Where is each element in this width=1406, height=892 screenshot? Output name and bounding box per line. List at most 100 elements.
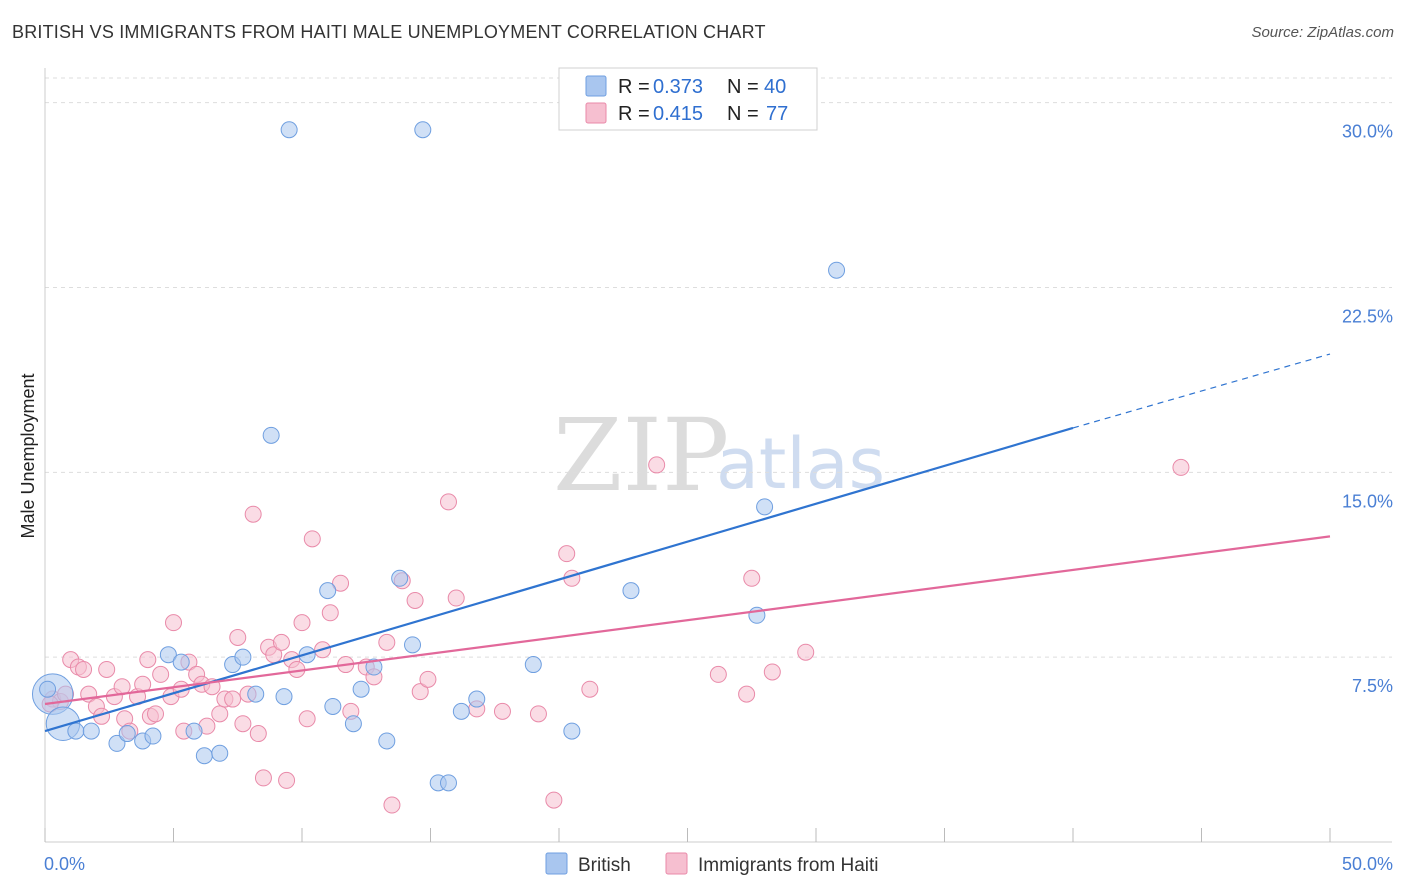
y-tick-label: 30.0% xyxy=(1342,122,1393,142)
haiti-point xyxy=(797,643,815,661)
trend-lines xyxy=(44,353,1331,733)
haiti-point xyxy=(763,663,781,681)
british-point xyxy=(234,648,252,666)
haiti-point xyxy=(648,456,666,474)
bottom-legend-british: British xyxy=(578,855,631,876)
haiti-point xyxy=(75,660,93,678)
british-point xyxy=(324,697,342,715)
watermark-zip: ZIP xyxy=(553,397,729,514)
british-point xyxy=(563,722,581,740)
british-point xyxy=(391,569,409,587)
british-point xyxy=(195,747,213,765)
british-point xyxy=(159,646,177,664)
british-point xyxy=(185,722,203,740)
haiti-trend-line xyxy=(44,535,1331,706)
y-axis-label: Male Unemployment xyxy=(18,373,38,538)
bottom-legend-swatch-haiti xyxy=(665,852,688,875)
british-point xyxy=(319,582,337,600)
haiti-point xyxy=(244,505,262,523)
haiti-point xyxy=(165,614,182,632)
y-tick-label: 22.5% xyxy=(1342,306,1393,326)
british-point xyxy=(172,653,190,671)
british-point xyxy=(378,732,396,750)
british-point xyxy=(67,722,85,740)
series-legend: British Immigrants from Haiti xyxy=(545,852,879,876)
legend-swatch-haiti xyxy=(585,102,607,124)
source-label: Source: ZipAtlas.com xyxy=(1251,24,1394,41)
haiti-point xyxy=(419,670,437,688)
haiti-point xyxy=(581,680,599,698)
legend-n-label-british: N = xyxy=(727,76,759,98)
haiti-point xyxy=(249,725,267,743)
x-tick-label-min: 0.0% xyxy=(44,854,85,874)
haiti-point xyxy=(272,633,290,651)
y-tick-labels: 7.5% 15.0% 22.5% 30.0% xyxy=(1342,122,1393,697)
haiti-point xyxy=(147,705,165,723)
legend-r-label-haiti: R = xyxy=(618,103,650,125)
bottom-legend-swatch-british xyxy=(545,852,568,875)
haiti-point xyxy=(709,665,727,683)
british-point xyxy=(524,656,542,674)
haiti-point xyxy=(743,569,761,587)
british-point xyxy=(756,498,774,516)
british-point xyxy=(144,727,162,745)
legend-swatch-british xyxy=(585,75,607,97)
legend-n-value-british: 40 xyxy=(764,76,786,98)
haiti-point xyxy=(411,683,429,701)
haiti-point xyxy=(211,705,229,723)
x-tick-label-max: 50.0% xyxy=(1342,854,1393,874)
british-trend-extension xyxy=(1072,353,1331,429)
haiti-point xyxy=(298,710,316,728)
british-point xyxy=(262,426,280,444)
british-point xyxy=(344,715,362,733)
gridlines xyxy=(45,77,1392,658)
haiti-point xyxy=(545,791,563,809)
haiti-point xyxy=(1172,458,1190,476)
haiti-point xyxy=(254,769,272,787)
haiti-point xyxy=(493,702,511,720)
british-point xyxy=(365,658,383,676)
haiti-point xyxy=(278,771,296,789)
british-series xyxy=(31,121,846,792)
british-point xyxy=(108,734,126,752)
haiti-point xyxy=(293,614,311,632)
y-tick-label: 15.0% xyxy=(1342,491,1393,511)
british-point xyxy=(280,121,298,139)
haiti-point xyxy=(439,493,457,511)
british-point xyxy=(275,688,293,706)
haiti-point xyxy=(558,545,576,563)
bottom-legend-haiti: Immigrants from Haiti xyxy=(698,855,879,876)
legend-n-label-haiti: N = xyxy=(727,103,759,125)
haiti-point xyxy=(447,589,465,607)
chart-title: BRITISH VS IMMIGRANTS FROM HAITI MALE UN… xyxy=(12,22,766,42)
british-point xyxy=(828,261,846,279)
british-point xyxy=(82,722,100,740)
haiti-point xyxy=(378,633,396,651)
haiti-point xyxy=(98,660,116,678)
british-point xyxy=(452,702,470,720)
legend-n-value-haiti: 77 xyxy=(766,103,788,125)
haiti-point xyxy=(229,628,247,646)
british-point xyxy=(622,582,640,600)
legend-r-label-british: R = xyxy=(618,76,650,98)
haiti-point xyxy=(234,715,252,733)
legend-r-value-haiti: 0.415 xyxy=(653,103,703,125)
haiti-point xyxy=(738,685,756,703)
legend-r-value-british: 0.373 xyxy=(653,76,703,98)
haiti-point xyxy=(332,574,350,592)
haiti-point xyxy=(152,665,170,683)
watermark-atlas: atlas xyxy=(716,423,885,505)
british-point xyxy=(247,685,265,703)
british-point xyxy=(404,636,422,654)
british-point xyxy=(39,680,57,698)
british-point xyxy=(439,774,457,792)
haiti-point xyxy=(383,796,401,814)
british-point xyxy=(211,744,229,762)
british-point xyxy=(118,725,136,743)
correlation-legend: R = 0.373 N = 40 R = 0.415 N = 77 xyxy=(558,67,818,131)
british-point xyxy=(414,121,432,139)
haiti-point xyxy=(303,530,321,548)
haiti-point xyxy=(529,705,547,723)
haiti-point xyxy=(406,591,424,609)
